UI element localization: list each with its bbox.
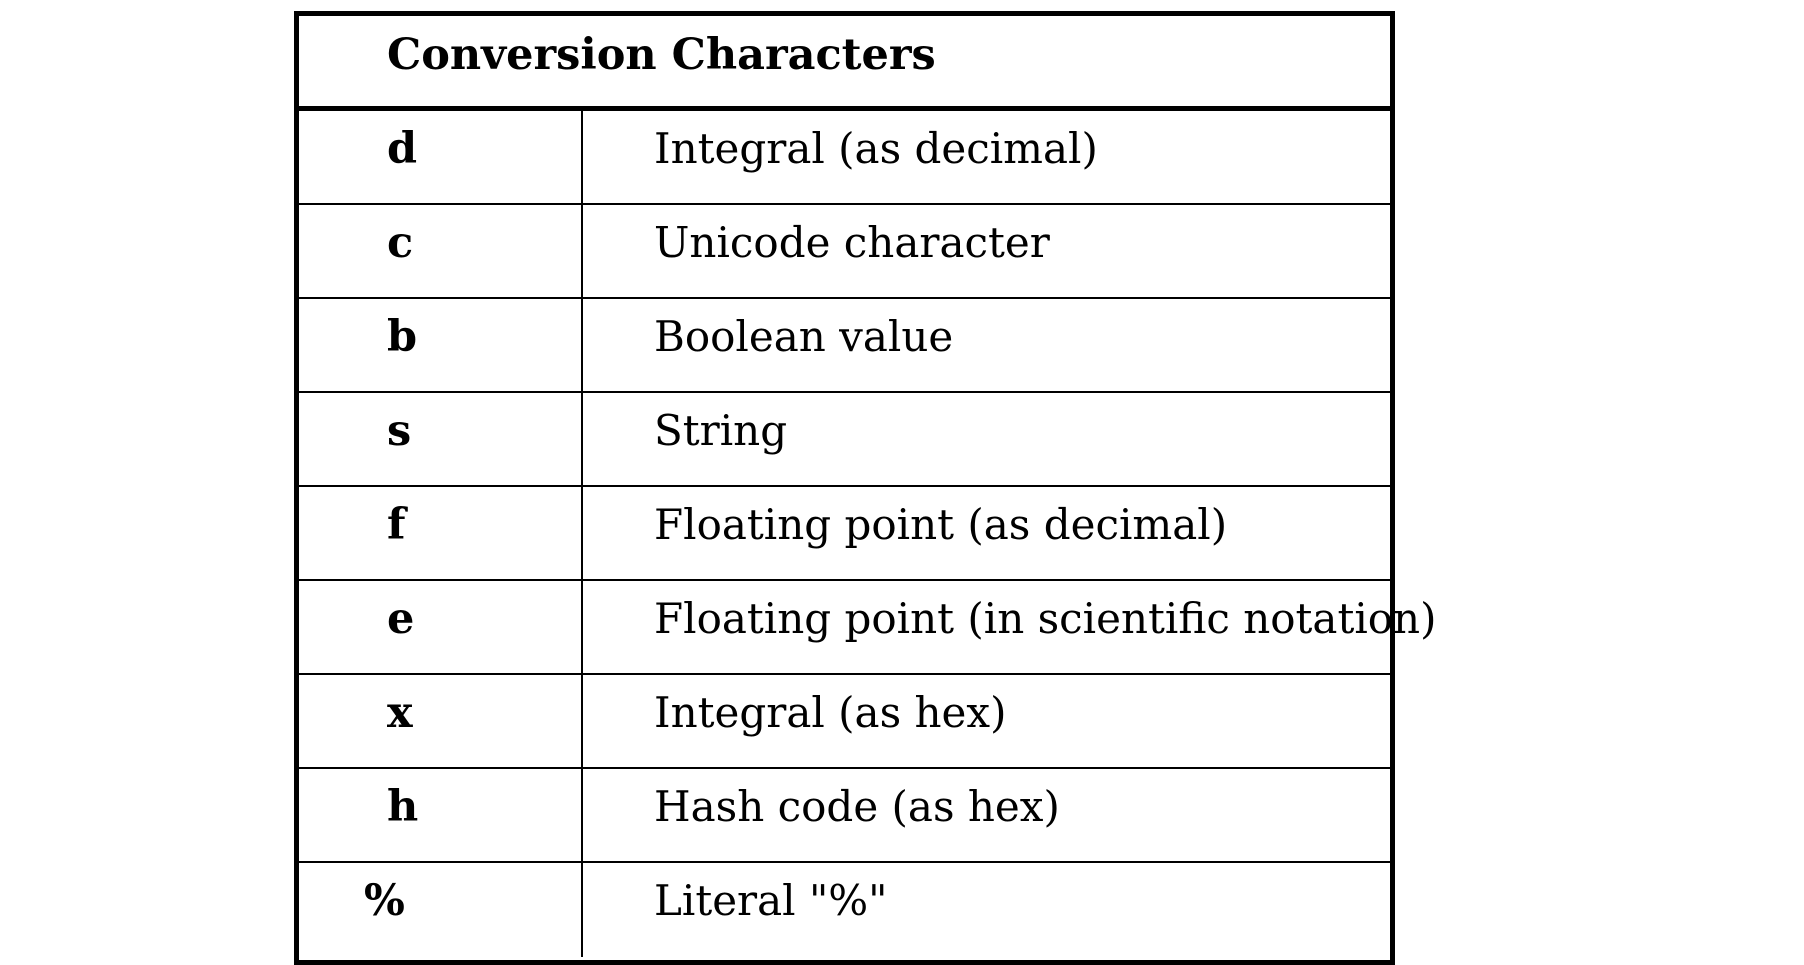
table-row: e Floating point (in scientific notation… <box>299 581 1437 675</box>
conversion-code: d <box>387 124 418 174</box>
table-row: b Boolean value <box>299 299 1390 393</box>
conversion-code: b <box>387 312 418 362</box>
conversion-description: Unicode character <box>654 218 1050 267</box>
table-row: d Integral (as decimal) <box>299 111 1390 205</box>
conversion-description: Literal "%" <box>654 876 888 925</box>
code-cell: e <box>299 581 583 673</box>
conversion-characters-table: Conversion Characters d Integral (as dec… <box>294 11 1437 965</box>
conversion-code: % <box>364 876 405 926</box>
conversion-code: x <box>387 688 413 738</box>
conversion-description: Boolean value <box>654 312 954 361</box>
table-title: Conversion Characters <box>387 30 936 80</box>
conversion-description: Hash code (as hex) <box>654 782 1060 831</box>
code-cell: c <box>299 205 583 297</box>
conversion-description: String <box>654 406 788 455</box>
table-row: c Unicode character <box>299 205 1390 299</box>
code-cell: s <box>299 393 583 485</box>
table-row: h Hash code (as hex) <box>299 769 1390 863</box>
table-row: f Floating point (as decimal) <box>299 487 1390 581</box>
code-cell: b <box>299 299 583 391</box>
code-cell: d <box>299 111 583 203</box>
conversion-code: c <box>387 218 414 268</box>
code-cell: x <box>299 675 583 767</box>
table-row: s String <box>299 393 1390 487</box>
conversion-code: f <box>387 500 406 550</box>
code-cell: % <box>299 863 583 957</box>
conversion-description: Integral (as hex) <box>654 688 1007 737</box>
conversion-code: e <box>387 594 415 644</box>
table-row: x Integral (as hex) <box>299 675 1390 769</box>
conversion-code: s <box>387 406 412 456</box>
conversion-description: Integral (as decimal) <box>654 124 1098 173</box>
table-header: Conversion Characters <box>299 16 1390 111</box>
code-cell: h <box>299 769 583 861</box>
conversion-code: h <box>387 782 419 832</box>
table-row: % Literal "%" <box>299 863 1390 957</box>
conversion-description: Floating point (in scientific notation) <box>654 594 1437 643</box>
code-cell: f <box>299 487 583 579</box>
conversion-description: Floating point (as decimal) <box>654 500 1228 549</box>
